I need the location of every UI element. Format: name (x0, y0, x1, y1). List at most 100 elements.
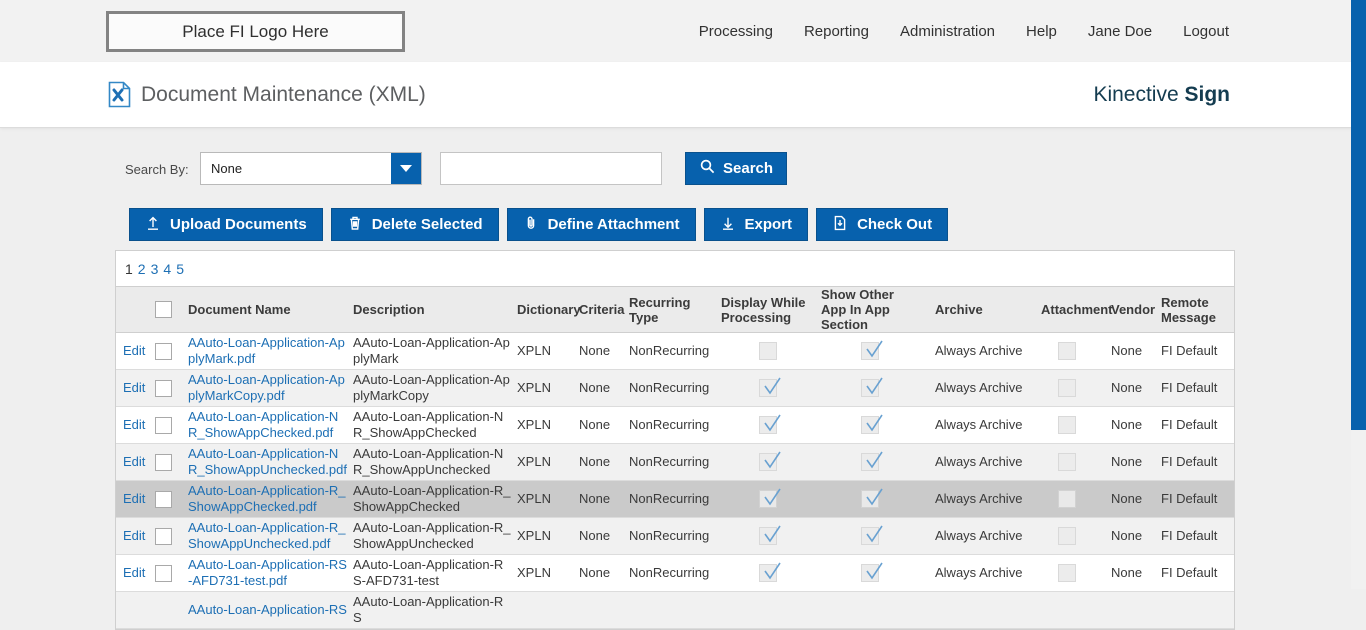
select-all-checkbox[interactable] (155, 301, 172, 318)
show-other-app-cell (817, 370, 921, 407)
document-name-link[interactable]: AAuto-Loan-Application-R_ShowAppUnchecke… (188, 520, 346, 551)
brand-bold: Sign (1184, 83, 1231, 106)
column-header-attachment: Attachment (1027, 286, 1113, 333)
edit-link[interactable]: Edit (123, 528, 146, 543)
display-while-processing-cell (717, 518, 817, 555)
document-name-link[interactable]: AAuto-Loan-Application-ApplyMarkCopy.pdf (188, 372, 345, 403)
display-while-processing-checkbox-checked (759, 451, 781, 471)
archive-cell: Always Archive (935, 528, 1023, 543)
search-by-dropdown[interactable]: None (200, 152, 422, 185)
recurring-type-cell: NonRecurring (629, 454, 710, 469)
dictionary-cell: XPLN (517, 417, 551, 432)
edit-link[interactable]: Edit (123, 565, 146, 580)
page-link-4[interactable]: 4 (163, 260, 172, 277)
row-select-checkbox[interactable] (155, 379, 172, 397)
document-name-cell: AAuto-Loan-Application-RS (184, 592, 349, 629)
table-row[interactable]: Edit AAuto-Loan-Application-NR_ShowAppUnc… (116, 443, 1234, 481)
show-other-app-checkbox-checked (861, 451, 883, 471)
table-row[interactable]: Edit AAuto-Loan-Application-R_ShowAppUnch… (116, 517, 1234, 555)
page-link-2[interactable]: 2 (137, 260, 146, 277)
page-link-3[interactable]: 3 (150, 260, 159, 277)
select-cell (151, 481, 184, 518)
table-row[interactable]: Edit AAuto-Loan-Application-RS-AFD731-tes… (116, 554, 1234, 592)
search-button[interactable]: Search (685, 152, 788, 185)
display-while-processing-cell (717, 333, 817, 370)
select-cell (151, 555, 184, 592)
row-select-checkbox[interactable] (155, 490, 172, 508)
vendor-cell (1105, 592, 1157, 629)
row-select-checkbox[interactable] (155, 342, 172, 360)
nav-item-processing[interactable]: Processing (698, 22, 773, 40)
table-row[interactable]: Edit AAuto-Loan-Application-ApplyMarkCopy… (116, 369, 1234, 407)
document-name-link[interactable]: AAuto-Loan-Application-RS (188, 602, 347, 617)
display-while-processing-cell (717, 407, 817, 444)
check-out-button[interactable]: Check Out (816, 208, 949, 241)
document-name-link[interactable]: AAuto-Loan-Application-R_ShowAppChecked.… (188, 483, 346, 514)
criteria-cell: None (579, 454, 611, 469)
attachment-checkbox-unchecked (1058, 453, 1076, 471)
page-link-5[interactable]: 5 (176, 260, 184, 277)
search-icon (699, 158, 716, 179)
remote-message-cell: FI Default (1161, 380, 1218, 395)
scrollbar-thumb[interactable] (1351, 0, 1366, 430)
row-select-checkbox[interactable] (155, 453, 172, 471)
remote-message-cell: FI Default (1161, 565, 1218, 580)
search-input[interactable] (440, 152, 662, 185)
select-cell (151, 592, 184, 629)
export-button[interactable]: Export (703, 208, 809, 241)
nav-item-logout[interactable]: Logout (1183, 22, 1229, 40)
display-while-processing-checkbox-checked (759, 562, 781, 582)
show-other-app-cell (817, 518, 921, 555)
document-name-link[interactable]: AAuto-Loan-Application-NR_ShowAppChecked… (188, 409, 339, 440)
row-select-checkbox[interactable] (155, 527, 172, 545)
nav-item-jane-doe[interactable]: Jane Doe (1087, 22, 1153, 40)
edit-link[interactable]: Edit (123, 343, 146, 358)
attachment-cell (1027, 333, 1105, 370)
nav-item-reporting[interactable]: Reporting (803, 22, 869, 40)
column-header-remote-message: Remote Message (1157, 286, 1234, 333)
document-name-link[interactable]: AAuto-Loan-Application-NR_ShowAppUncheck… (188, 446, 347, 477)
table-row[interactable]: Edit AAuto-Loan-Application-NR_ShowAppChe… (116, 406, 1234, 444)
edit-link[interactable]: Edit (123, 417, 146, 432)
vertical-scrollbar[interactable] (1351, 0, 1366, 589)
brand-regular: Kinective (1093, 83, 1179, 106)
display-while-processing-cell (717, 555, 817, 592)
display-while-processing-checkbox-checked (759, 488, 781, 508)
display-while-processing-checkbox-checked (759, 377, 781, 397)
top-navbar: Place FI Logo Here Processing Reporting Ad… (0, 0, 1366, 62)
dictionary-cell: XPLN (517, 565, 551, 580)
recurring-type-cell: NonRecurring (629, 565, 710, 580)
table-row[interactable]: Edit AAuto-Loan-Application-ApplyMark.pdf… (116, 332, 1234, 370)
show-other-app-checkbox-checked (861, 562, 883, 582)
criteria-cell: None (579, 528, 611, 543)
nav-item-help[interactable]: Help (1026, 22, 1057, 40)
define-attachment-button[interactable]: Define Attachment (506, 208, 696, 241)
document-name-link[interactable]: AAuto-Loan-Application-RS-AFD731-test.pd… (188, 557, 347, 588)
upload-documents-button[interactable]: Upload Documents (129, 208, 323, 241)
document-name-cell: AAuto-Loan-Application-NR_ShowAppUncheck… (184, 444, 349, 481)
attachment-cell (1027, 407, 1105, 444)
table-row[interactable]: Edit AAuto-Loan-Application-R_ShowAppChec… (116, 480, 1234, 518)
document-name-link[interactable]: AAuto-Loan-Application-ApplyMark.pdf (188, 335, 345, 366)
paperclip-icon (523, 215, 539, 235)
recurring-type-cell: NonRecurring (629, 491, 710, 506)
remote-message-cell: FI Default (1161, 491, 1218, 506)
criteria-cell: None (579, 491, 611, 506)
row-select-checkbox[interactable] (155, 564, 172, 582)
edit-link[interactable]: Edit (123, 380, 146, 395)
nav-item-administration[interactable]: Administration (899, 22, 996, 40)
archive-cell: Always Archive (935, 565, 1023, 580)
vendor-cell: None (1111, 528, 1143, 543)
row-select-checkbox[interactable] (155, 416, 172, 434)
edit-link[interactable]: Edit (123, 454, 146, 469)
archive-cell: Always Archive (935, 454, 1023, 469)
chevron-down-icon[interactable] (391, 153, 421, 184)
document-name-cell: AAuto-Loan-Application-NR_ShowAppChecked… (184, 407, 349, 444)
fi-logo-text: Place FI Logo Here (182, 21, 329, 41)
delete-selected-button[interactable]: Delete Selected (330, 208, 499, 241)
button-label: Check Out (857, 216, 933, 233)
table-row[interactable]: AAuto-Loan-Application-RS AAuto-Loan-Appl… (116, 591, 1234, 629)
show-other-app-cell (817, 444, 921, 481)
edit-link[interactable]: Edit (123, 491, 146, 506)
select-cell (151, 333, 184, 370)
